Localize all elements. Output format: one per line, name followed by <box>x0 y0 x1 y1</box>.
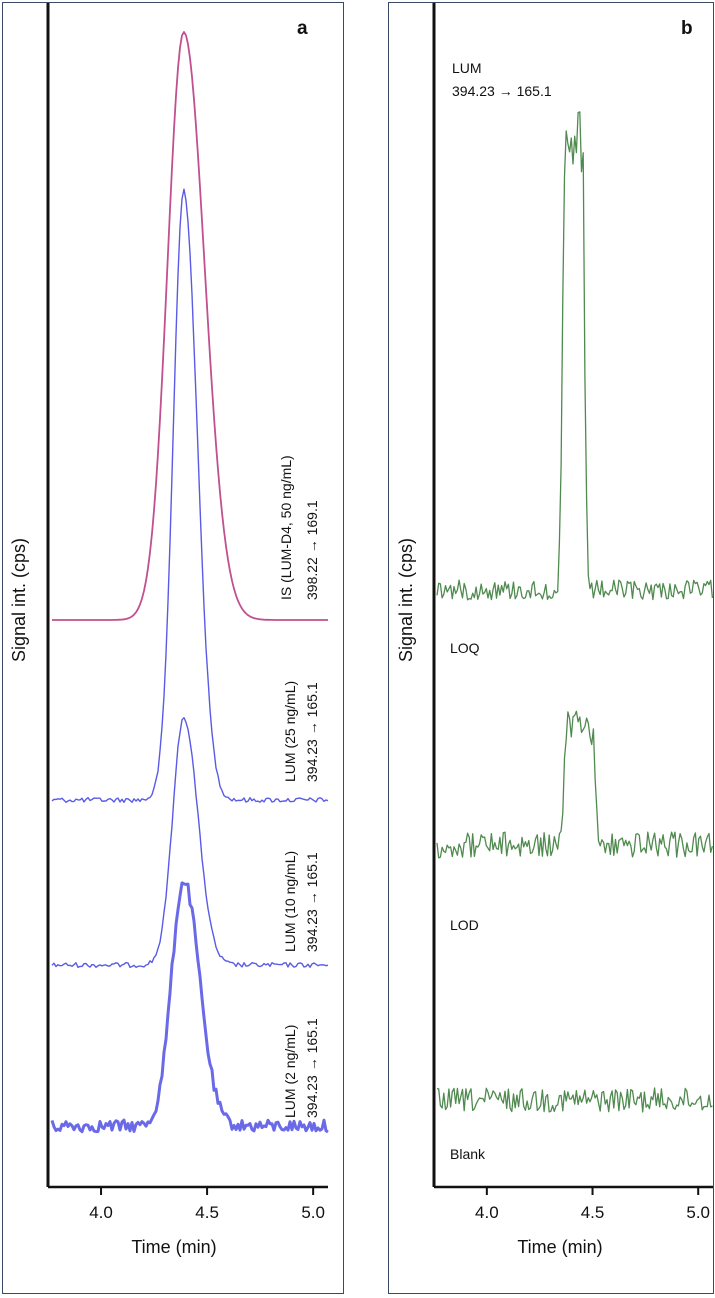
x-tick-label: 4.0 <box>89 1203 113 1222</box>
panel-a-lum2-name: LUM (2 ng/mL) <box>282 1025 298 1118</box>
panel-a-lum25-transition: 394.23 → 165.1 <box>304 682 320 782</box>
panel-a-lum10-name: LUM (10 ng/mL) <box>282 851 298 952</box>
x-tick-label: 5.0 <box>301 1203 325 1222</box>
panel-a: a Signal int. (cps) Time (min) 4.0 4.5 5.0… <box>9 3 329 1257</box>
x-tick-label: 4.5 <box>581 1203 605 1222</box>
panel-a-frame <box>2 2 344 1294</box>
panel-b-header-transition: 394.23 → 165.1 <box>452 83 552 99</box>
panel-b-x-axis-title: Time (min) <box>517 1237 602 1257</box>
panel-a-lum25-name: LUM (25 ng/mL) <box>282 681 298 782</box>
panel-b-y-axis-title: Signal int. (cps) <box>396 538 416 662</box>
panel-a-is-transition: 398.22 → 169.1 <box>304 500 320 600</box>
x-tick-label: 5.0 <box>686 1203 710 1222</box>
panel-a-x-axis-title: Time (min) <box>131 1237 216 1257</box>
panel-b-blank-label: Blank <box>450 1146 486 1162</box>
panel-a-lum2-transition: 394.23 → 165.1 <box>304 1018 320 1118</box>
x-tick-label: 4.5 <box>195 1203 219 1222</box>
panel-b-lod-label: LOD <box>450 917 479 933</box>
panel-a-lum2-trace <box>50 881 329 1134</box>
panel-b: b Signal int. (cps) Time (min) LUM 394.2… <box>396 3 714 1257</box>
panel-b-frame <box>388 2 714 1294</box>
panel-b-lod-trace <box>436 710 714 859</box>
panel-a-is-name: IS (LUM-D4, 50 ng/mL) <box>278 455 294 600</box>
panel-b-loq-trace <box>436 111 714 601</box>
panel-a-is-trace <box>52 31 328 621</box>
panel-a-letter: a <box>297 18 308 39</box>
panel-a-lum10-trace <box>51 717 329 969</box>
panel-b-blank-trace <box>436 1087 713 1113</box>
panel-a-lum10-transition: 394.23 → 165.1 <box>304 852 320 952</box>
panel-b-loq-label: LOQ <box>450 640 480 656</box>
panel-b-header-label: LUM <box>452 60 482 76</box>
x-tick-label: 4.0 <box>475 1203 499 1222</box>
panel-b-letter: b <box>681 18 693 39</box>
panel-a-y-axis-title: Signal int. (cps) <box>9 538 29 662</box>
panel-a-lum25-trace <box>51 188 329 803</box>
